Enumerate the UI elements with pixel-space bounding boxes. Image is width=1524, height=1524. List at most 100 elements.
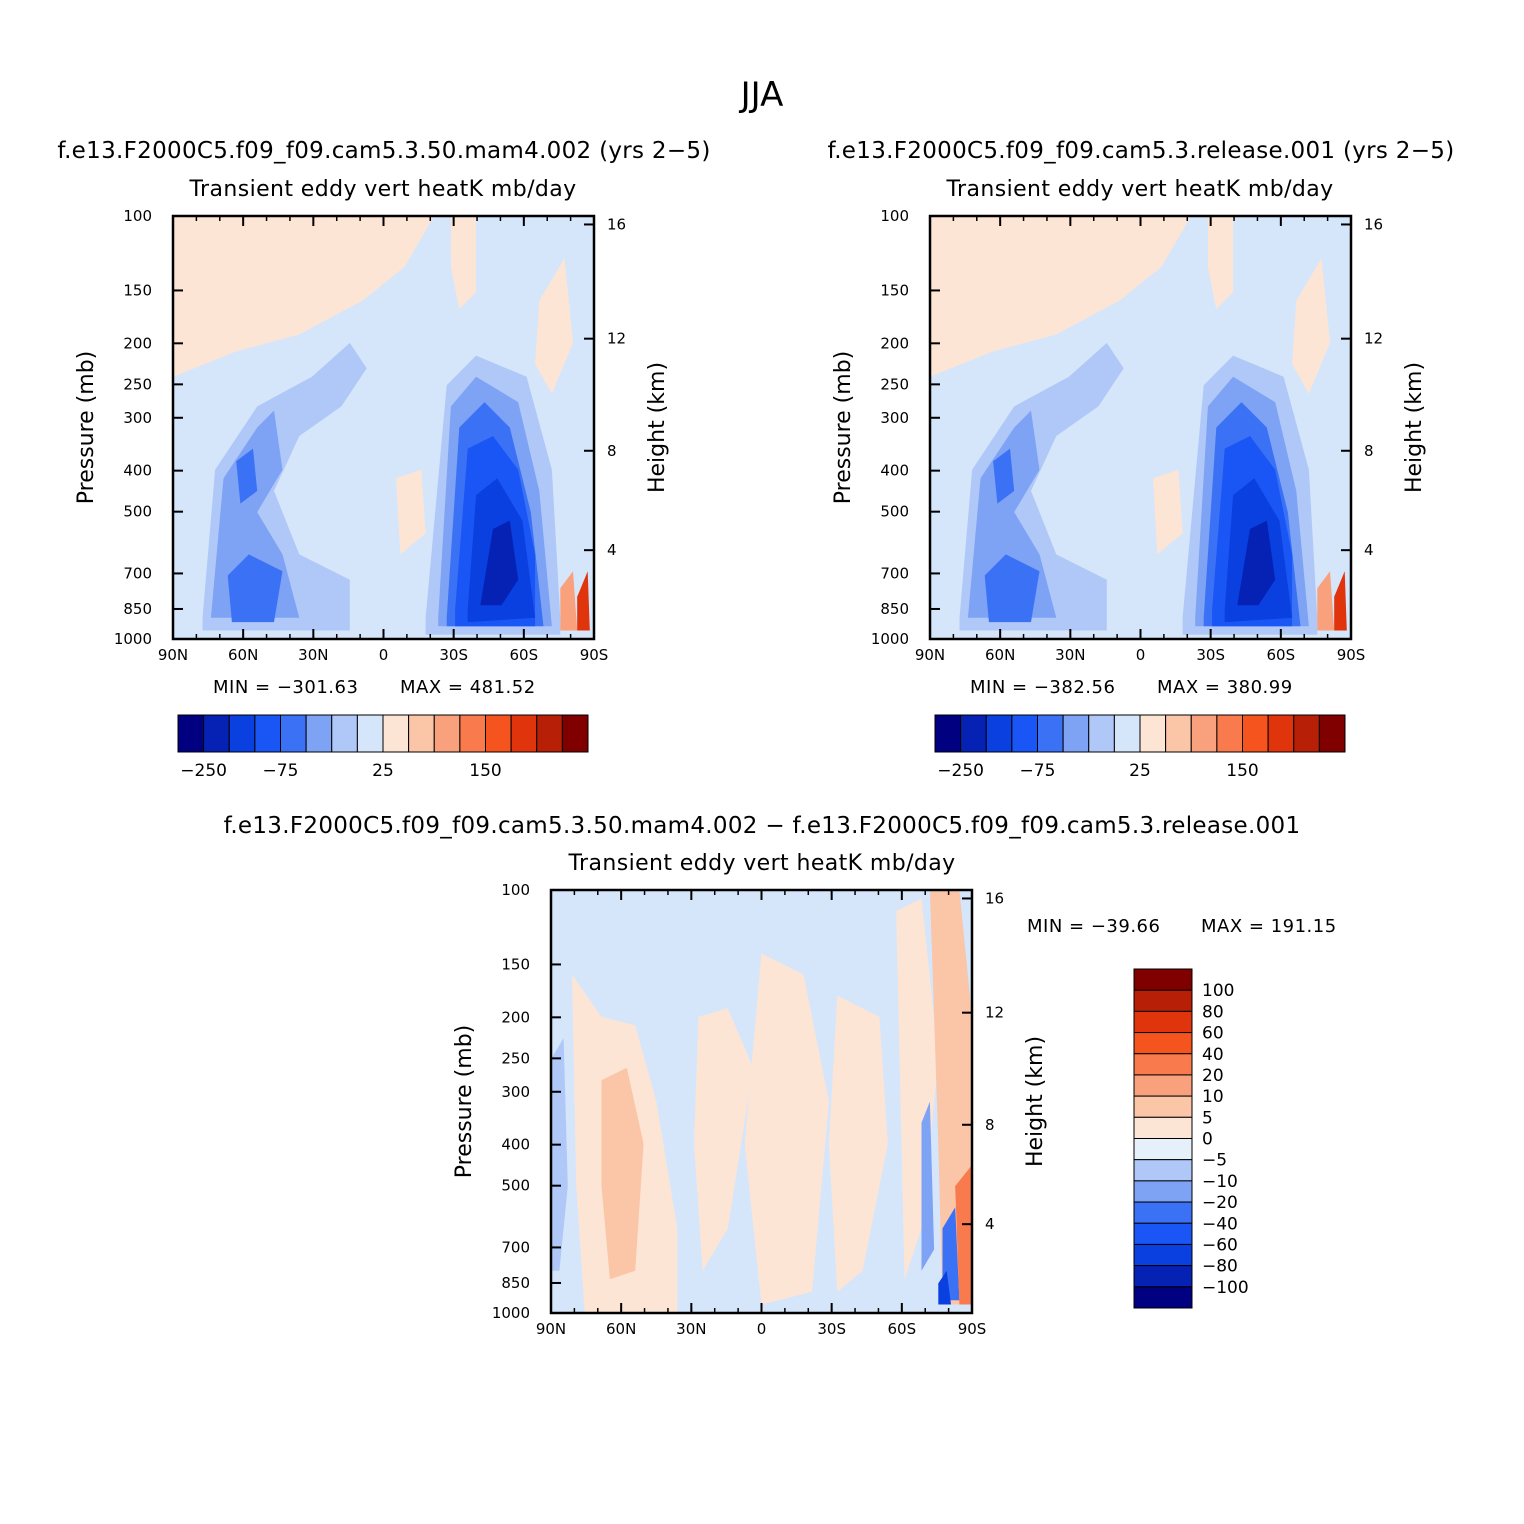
colorbar-box [1133,1265,1193,1288]
colorbar-box [536,714,563,753]
y2-tick-label: 8 [607,442,617,460]
colorbar-box [1133,989,1193,1012]
contour-region [993,448,1015,504]
colorbar-box [1133,968,1193,991]
colorbar-box [1293,714,1320,753]
y-tick-label: 100 [123,207,152,225]
y2-axis-label: Height (km) [1023,1036,1048,1167]
colorbar-box [433,714,461,753]
colorbar-label: 100 [1202,981,1234,1001]
y2-tick-label: 8 [1364,442,1374,460]
y-tick-label: 400 [501,1136,530,1154]
y-tick-label: 850 [123,600,152,618]
contour-region [955,1165,972,1305]
x-tick-label: 30S [817,1320,846,1338]
colorbar-box [1037,714,1064,753]
colorbar-box [1139,714,1167,753]
colorbar-label: −40 [1202,1214,1238,1234]
colorbar-box [1133,1201,1193,1224]
y-axis-label: Pressure (mb) [831,351,856,505]
x-tick-label: 0 [757,1320,767,1338]
colorbar-box [561,714,589,753]
colorbar-box [1133,1095,1193,1118]
x-tick-label: 60S [888,1320,917,1338]
contour-region [930,216,1191,377]
figure-title: JJA [740,75,784,115]
y-tick-label: 200 [123,334,152,352]
x-tick-label: 0 [379,646,389,664]
contour-region [577,571,590,631]
colorbar-box [1062,714,1090,753]
y-tick-label: 200 [880,334,909,352]
panel-difference: 90N 60N 30N 0 30S 60S 90S 100 150 200 250 300 400 500… [452,881,1048,1338]
y2-tick-label: 12 [607,330,626,348]
colorbar-box [1133,1074,1193,1097]
colorbar-box [1133,1116,1193,1139]
y-tick-label: 500 [123,503,152,521]
x-tick-label: 60S [1267,646,1296,664]
colorbar-label: 80 [1202,1002,1224,1022]
contour-region [173,216,434,377]
contour-region [984,554,1040,623]
y2-tick-label: 4 [1364,541,1374,559]
colorbar-label: −20 [1202,1193,1238,1213]
y-tick-label: 300 [880,409,909,427]
y2-axis-label: Height (km) [645,362,670,493]
colorbar-label: 150 [469,761,501,781]
colorbar-box [510,714,538,753]
contour-region [744,953,829,1305]
colorbar-box [1113,714,1141,753]
x-tick-label: 0 [1136,646,1146,664]
colorbar-label: 40 [1202,1045,1224,1065]
colorbar-box [177,714,205,753]
y-axis-label: Pressure (mb) [74,351,99,505]
y2-axis-label: Height (km) [1402,362,1427,493]
contour-region [1317,571,1335,631]
colorbar-label: −250 [180,761,227,781]
y-tick-label: 100 [501,881,530,899]
y-tick-label: 850 [880,600,909,618]
colorbar-box [1133,1243,1193,1267]
colorbar-label: −75 [263,761,299,781]
colorbar-box [356,714,384,753]
colorbar-box [408,714,435,753]
y-tick-label: 1000 [492,1304,530,1322]
colorbar-label: 10 [1202,1087,1224,1107]
x-tick-label: 30N [676,1320,706,1338]
colorbar-box [382,714,410,753]
colorbar-box [203,714,230,753]
y-tick-label: 700 [880,564,909,582]
contour-region [396,469,426,555]
contour-fill [173,216,590,635]
colorbar-box [1318,714,1346,753]
colorbar-box [1165,714,1192,753]
colorbar-label: −80 [1202,1257,1238,1277]
x-tick-label: 60N [228,646,258,664]
contour-region [480,520,519,606]
y-tick-label: 500 [501,1177,530,1195]
contour-region [601,1067,644,1280]
y-tick-label: 150 [123,281,152,299]
case2-max-label: MAX = 380.99 [1157,677,1293,698]
y-tick-label: 250 [123,375,152,393]
contour-region [1207,216,1234,310]
x-tick-label: 30S [1196,646,1225,664]
y-tick-label: 150 [880,281,909,299]
colorbar-box [1216,714,1243,753]
diff-panel-title: Transient eddy vert heatK mb/day [568,851,956,876]
y-tick-label: 100 [880,207,909,225]
y-tick-label: 300 [501,1083,530,1101]
colorbar-box [1133,1286,1193,1309]
y2-tick-label: 12 [985,1004,1004,1022]
colorbar-label: 5 [1202,1108,1213,1128]
contour-region [535,258,573,394]
y2-tick-label: 16 [607,215,626,233]
y2-tick-label: 16 [1364,215,1383,233]
colorbar-label: −100 [1202,1278,1249,1298]
colorbar-box [1133,1010,1193,1034]
diff-max-label: MAX = 191.15 [1201,916,1337,937]
x-tick-label: 30N [298,646,328,664]
colorbar-box [1190,714,1218,753]
